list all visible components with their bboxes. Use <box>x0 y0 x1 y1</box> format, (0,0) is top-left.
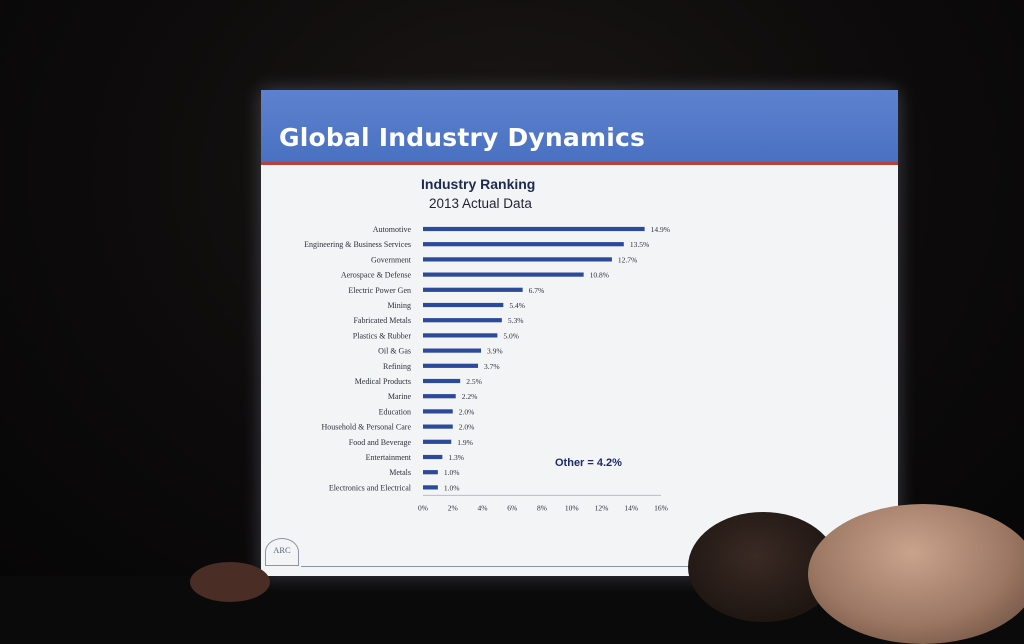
bar <box>423 242 624 247</box>
category-label: Government <box>371 255 412 264</box>
footer-rule <box>301 566 891 567</box>
bar <box>423 226 645 232</box>
x-tick-label: 16% <box>654 503 668 512</box>
bar <box>423 378 461 384</box>
slide-header: Global Industry Dynamics <box>261 90 898 165</box>
x-tick-label: 4% <box>478 503 488 512</box>
bar <box>423 333 498 338</box>
category-label: Household & Personal Care <box>321 423 411 432</box>
category-label: Automotive <box>373 225 412 234</box>
data-label: 6.7% <box>529 286 545 295</box>
category-label: Mining <box>387 301 411 310</box>
data-label: 1.0% <box>444 483 460 492</box>
bar <box>423 363 479 368</box>
data-label: 1.9% <box>457 438 473 447</box>
x-tick-label: 10% <box>565 503 579 512</box>
data-label: 12.7% <box>618 255 637 264</box>
data-label: 5.3% <box>508 316 524 325</box>
bar <box>423 394 456 399</box>
audience-head-right <box>808 504 1024 644</box>
category-label: Food and Beverage <box>349 438 412 447</box>
data-label: 2.0% <box>459 423 475 432</box>
category-label: Refining <box>383 362 411 371</box>
data-label: 2.5% <box>466 377 482 386</box>
category-label: Engineering & Business Services <box>304 240 411 249</box>
bar <box>423 424 453 429</box>
data-label: 3.7% <box>484 362 500 371</box>
audience-head-small <box>190 562 270 602</box>
data-label: 3.9% <box>487 347 503 356</box>
data-label: 14.9% <box>651 225 670 234</box>
bar <box>423 302 504 308</box>
chart-subtitle: 2013 Actual Data <box>429 196 532 211</box>
category-label: Metals <box>389 468 411 477</box>
category-label: Entertainment <box>366 453 412 462</box>
data-label: 10.8% <box>590 271 609 280</box>
bar <box>423 439 452 444</box>
x-tick-label: 8% <box>537 503 547 512</box>
projection-screen: Global Industry Dynamics Industry Rankin… <box>261 90 898 576</box>
data-label: 1.3% <box>448 453 464 462</box>
bar <box>423 287 523 292</box>
x-tick-label: 12% <box>595 503 609 512</box>
data-label: 5.0% <box>503 331 519 340</box>
category-label: Marine <box>388 392 412 401</box>
category-label: Oil & Gas <box>378 347 411 356</box>
x-tick-label: 2% <box>448 503 458 512</box>
data-label: 2.2% <box>462 392 478 401</box>
category-label: Electric Power Gen <box>348 286 411 295</box>
bar <box>423 257 612 262</box>
bar <box>423 470 438 475</box>
category-label: Electronics and Electrical <box>329 483 412 492</box>
bar-chart: Automotive 14.9% Engineering & Business Se… <box>304 225 670 512</box>
bar <box>423 318 502 323</box>
x-tick-label: 14% <box>624 503 638 512</box>
company-logo: ARC <box>265 538 299 566</box>
data-label: 13.5% <box>630 240 649 249</box>
category-label: Education <box>379 407 411 416</box>
data-label: 2.0% <box>459 407 475 416</box>
data-label: 1.0% <box>444 468 460 477</box>
category-label: Plastics & Rubber <box>353 331 412 340</box>
slide-title: Global Industry Dynamics <box>279 123 646 152</box>
chart-title: Industry Ranking <box>421 176 536 192</box>
bar <box>423 485 438 490</box>
x-tick-label: 6% <box>507 503 517 512</box>
bar <box>423 454 443 460</box>
bar <box>423 348 482 353</box>
category-label: Aerospace & Defense <box>341 271 412 280</box>
other-annotation: Other = 4.2% <box>555 457 622 469</box>
category-label: Fabricated Metals <box>353 316 411 325</box>
bar <box>423 409 453 414</box>
x-tick-label: 0% <box>418 503 428 512</box>
data-label: 5.4% <box>509 301 525 310</box>
category-label: Medical Products <box>355 377 411 386</box>
bar <box>423 272 584 277</box>
